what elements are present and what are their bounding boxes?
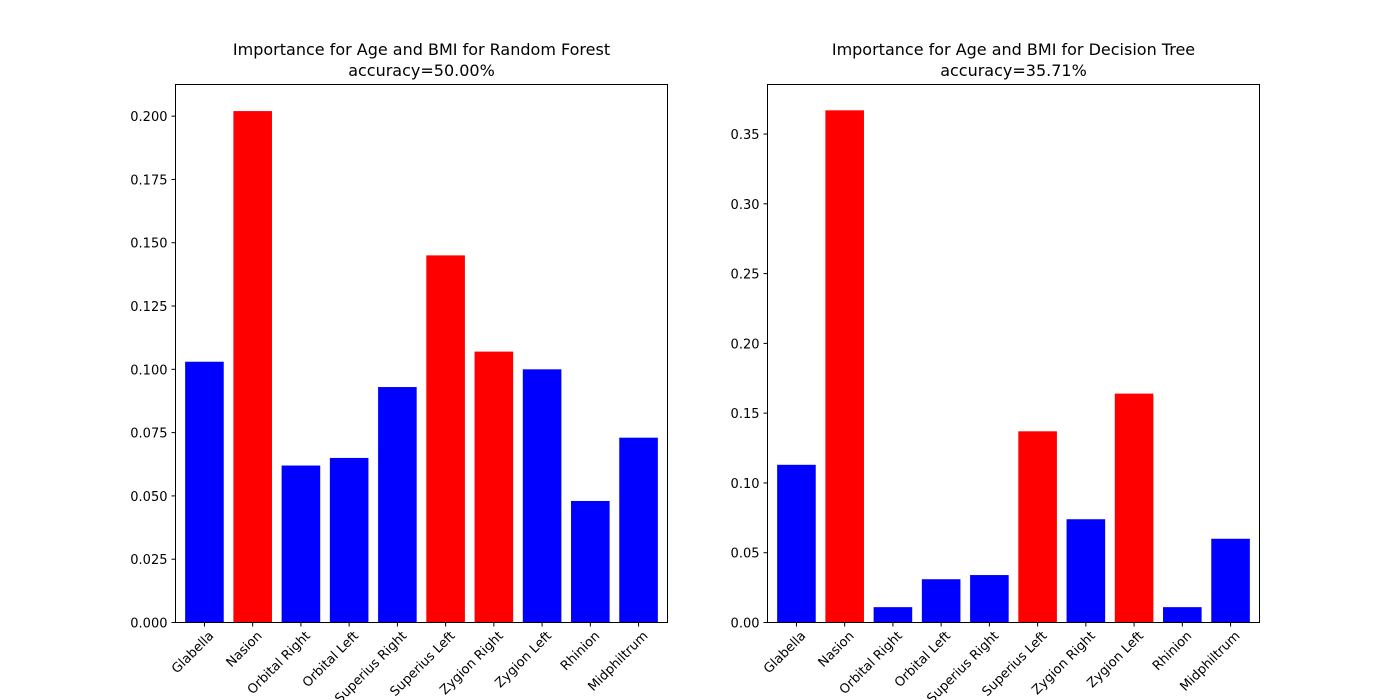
bar — [825, 110, 864, 623]
chart-subtitle: accuracy=35.71% — [940, 61, 1087, 80]
y-tick-label: 0.100 — [130, 363, 167, 378]
bar — [1163, 607, 1202, 623]
decision-tree-panel: Importance for Age and BMI for Decision … — [731, 40, 1260, 700]
chart-title: Importance for Age and BMI for Random Fo… — [233, 40, 610, 59]
bar-group — [185, 111, 658, 623]
y-tick-label: 0.30 — [731, 198, 760, 213]
y-tick-label: 0.35 — [731, 128, 760, 143]
y-tick-label: 0.075 — [130, 427, 167, 442]
bar — [921, 579, 961, 623]
bar — [1066, 519, 1106, 623]
plot-frame — [175, 84, 668, 623]
y-tick-label: 0.200 — [130, 110, 167, 125]
bar — [329, 457, 369, 623]
y-tick-label: 0.15 — [731, 407, 760, 422]
y-tick-label: 0.025 — [130, 553, 167, 568]
y-tick-label: 0.125 — [130, 300, 167, 315]
x-tick-label: Rhinion — [1150, 629, 1195, 674]
bar — [777, 464, 816, 623]
bar — [873, 607, 913, 623]
bar — [378, 387, 417, 623]
bar — [970, 575, 1009, 623]
x-tick-label: Nasion — [224, 629, 266, 671]
bar — [233, 111, 272, 623]
y-tick-label: 0.050 — [130, 490, 167, 505]
x-tick-label: Rhinion — [558, 629, 603, 674]
x-tick-label: Glabella — [169, 629, 217, 677]
bar — [426, 255, 465, 623]
bar — [474, 351, 514, 623]
x-tick-label: Nasion — [816, 629, 858, 671]
plot-frame — [767, 84, 1260, 623]
chart-title: Importance for Age and BMI for Decision … — [832, 40, 1195, 59]
bar — [1114, 393, 1154, 623]
bar — [522, 369, 562, 623]
bar — [1018, 431, 1057, 623]
bar — [281, 465, 321, 623]
chart-subtitle: accuracy=50.00% — [348, 61, 495, 80]
y-tick-label: 0.175 — [130, 173, 167, 188]
bar — [1211, 538, 1250, 623]
y-tick-label: 0.150 — [130, 237, 167, 252]
x-tick-label: Glabella — [761, 629, 809, 677]
bar — [619, 437, 658, 623]
y-tick-label: 0.00 — [731, 617, 760, 632]
y-axis-ticks: 0.00 0.05 0.10 0.15 0.20 0.25 0.30 0.35 — [731, 128, 768, 632]
bar — [571, 500, 610, 623]
y-tick-label: 0.000 — [130, 617, 167, 632]
y-tick-label: 0.05 — [731, 547, 760, 562]
y-tick-label: 0.25 — [731, 268, 760, 283]
y-tick-label: 0.20 — [731, 337, 760, 352]
y-tick-label: 0.10 — [731, 477, 760, 492]
bar — [185, 361, 224, 623]
y-axis-ticks: 0.000 0.025 0.050 0.075 0.100 0.125 0.150 0.175… — [130, 110, 176, 632]
random-forest-panel: Importance for Age and BMI for Random Fo… — [130, 40, 668, 700]
bar-group — [777, 110, 1250, 623]
